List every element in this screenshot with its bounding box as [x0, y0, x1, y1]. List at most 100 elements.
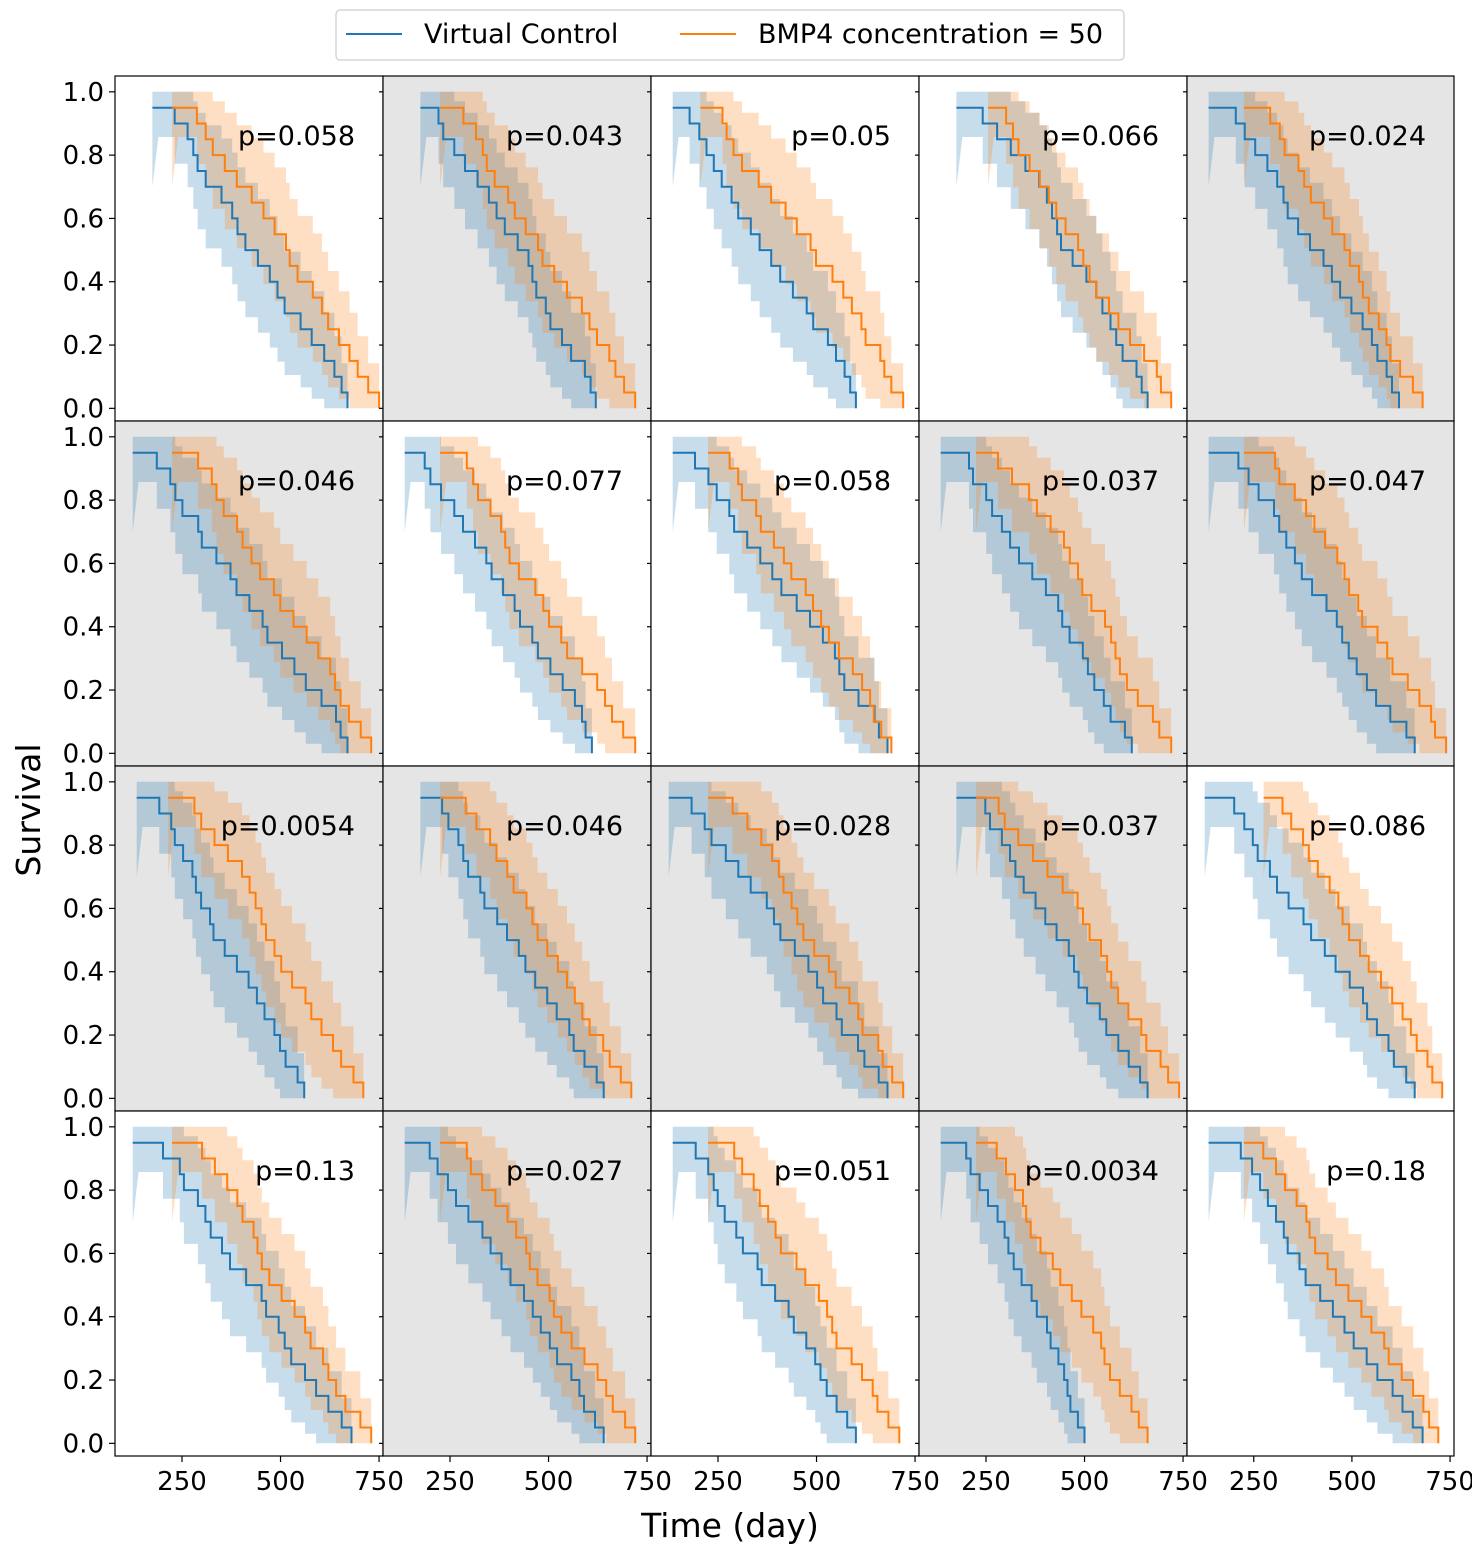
y-tick-label: 0.8 [63, 141, 104, 171]
panel-background [383, 1111, 651, 1456]
p-value-label: p=0.058 [238, 121, 355, 152]
p-value-label: p=0.046 [238, 466, 355, 497]
x-tick-label: 500 [1327, 1467, 1377, 1497]
y-tick-label: 0.0 [63, 1084, 104, 1114]
legend-treated-label: BMP4 concentration = 50 [758, 19, 1103, 50]
treated-survival-line [440, 106, 637, 409]
p-value-label: p=0.028 [774, 811, 891, 842]
panel-r3-c1: p=0.0054 [109, 765, 384, 1112]
x-axis-title: Time (day) [640, 1506, 819, 1545]
treated-confidence-band [708, 436, 892, 754]
treated-survival-line [172, 1141, 373, 1444]
x-tick-label: 750 [622, 1467, 672, 1497]
treated-confidence-band [172, 436, 372, 754]
y-tick-label: 0.4 [63, 1303, 104, 1333]
panel-background [115, 766, 383, 1111]
control-confidence-band [940, 1126, 1085, 1444]
control-survival-line [672, 106, 857, 409]
panel-r4-c4: p=0.0034 [915, 1110, 1188, 1462]
y-tick-label: 0.4 [63, 958, 104, 988]
panel-r2-c1: p=0.046 [109, 420, 384, 767]
x-tick-label: 250 [425, 1467, 475, 1497]
control-confidence-band [940, 436, 1132, 754]
y-tick-label: 0.0 [63, 394, 104, 424]
panel-r3-c3: p=0.028 [647, 765, 920, 1112]
x-tick-label: 500 [1060, 1467, 1110, 1497]
control-confidence-band [668, 781, 888, 1099]
panel-r1-c3: p=0.05 [647, 75, 920, 422]
treated-survival-line [440, 451, 637, 754]
y-tick-label: 0.8 [63, 1176, 104, 1206]
y-tick-label: 0.0 [63, 1429, 104, 1459]
control-survival-line [940, 1141, 1086, 1444]
panel-r4-c3: p=0.051 [647, 1110, 920, 1462]
x-tick-label: 500 [256, 1467, 306, 1497]
treated-survival-line [988, 106, 1173, 409]
legend: Virtual Control BMP4 concentration = 50 [335, 9, 1125, 61]
panel-background [1187, 421, 1454, 766]
control-survival-line [668, 796, 889, 1099]
y-tick-label: 1.0 [63, 78, 104, 108]
p-value-label: p=0.037 [1042, 811, 1159, 842]
treated-survival-line [976, 451, 1173, 754]
control-confidence-band [404, 1126, 604, 1444]
control-confidence-band [672, 436, 888, 754]
p-value-label: p=0.024 [1309, 121, 1426, 152]
p-value-label: p=0.086 [1309, 811, 1426, 842]
p-value-label: p=0.05 [791, 121, 891, 152]
x-tick-label: 250 [157, 1467, 207, 1497]
y-tick-label: 0.0 [63, 739, 104, 769]
y-tick-label: 0.2 [63, 1021, 104, 1051]
treated-survival-line [172, 106, 381, 409]
y-tick-label: 1.0 [63, 1113, 104, 1143]
y-tick-label: 0.2 [63, 1366, 104, 1396]
panel-r4-c2: p=0.027 [379, 1110, 652, 1462]
p-value-label: p=0.043 [506, 121, 623, 152]
treated-survival-line [708, 451, 893, 754]
panels-layer: p=0.058 p=0.043 p=0.05 p=0.066 p=0.024 p=0.04… [109, 75, 1455, 1462]
control-survival-line [132, 451, 349, 754]
panel-background [919, 766, 1187, 1111]
x-tick-label: 750 [890, 1467, 940, 1497]
panel-r4-c5: p=0.18 [1183, 1110, 1455, 1462]
x-tick-label: 250 [961, 1467, 1011, 1497]
control-survival-line [1208, 106, 1400, 409]
treated-survival-line [1263, 796, 1444, 1099]
panel-r3-c5: p=0.086 [1183, 765, 1455, 1112]
x-tick-label: 750 [1425, 1467, 1472, 1497]
treated-survival-line [976, 1141, 1149, 1444]
control-confidence-band [404, 436, 592, 754]
p-value-label: p=0.051 [774, 1156, 891, 1187]
panel-r1-c1: p=0.058 [109, 75, 384, 422]
treated-survival-line [172, 451, 373, 754]
control-survival-line [420, 796, 605, 1099]
x-tick-label: 250 [1229, 1467, 1279, 1497]
panel-r2-c4: p=0.037 [915, 420, 1188, 767]
treated-survival-line [700, 106, 905, 409]
control-survival-line [672, 1141, 857, 1444]
treated-survival-line [1243, 451, 1448, 754]
y-tick-label: 0.6 [63, 204, 104, 234]
treated-survival-line [168, 796, 365, 1099]
y-tick-label: 0.8 [63, 831, 104, 861]
panel-background [115, 421, 383, 766]
y-tick-label: 0.6 [63, 894, 104, 924]
treated-survival-line [440, 1141, 637, 1444]
panel-background [919, 1111, 1187, 1456]
y-tick-label: 0.8 [63, 486, 104, 516]
treated-survival-line [1243, 106, 1424, 409]
control-survival-line [940, 451, 1133, 754]
y-tick-label: 1.0 [63, 768, 104, 798]
panel-background [651, 766, 919, 1111]
treated-survival-line [1243, 1141, 1440, 1444]
p-value-label: p=0.046 [506, 811, 623, 842]
y-tick-label: 0.2 [63, 676, 104, 706]
panel-background [115, 76, 383, 421]
ticks-layer: 0.00.20.40.60.81.00.00.20.40.60.81.00.00… [63, 78, 1472, 1497]
x-tick-label: 750 [354, 1467, 404, 1497]
p-value-label: p=0.066 [1042, 121, 1159, 152]
y-tick-label: 0.6 [63, 549, 104, 579]
panel-background [651, 76, 919, 421]
control-survival-line [1208, 1141, 1424, 1444]
